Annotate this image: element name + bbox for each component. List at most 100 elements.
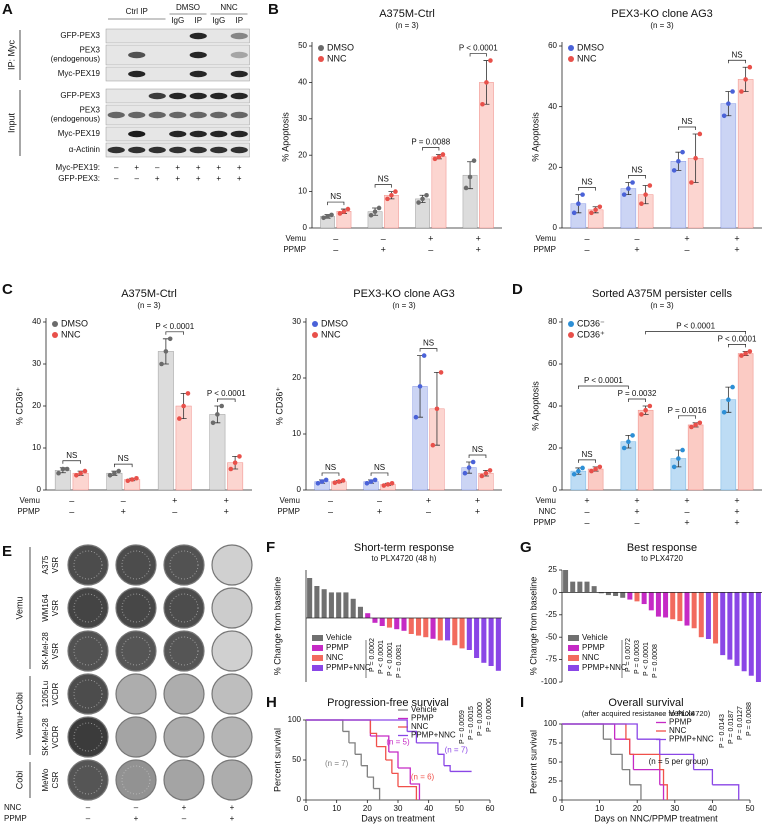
- data-point: [680, 149, 685, 155]
- legend-marker: [312, 321, 318, 327]
- legend-label: Vehicle: [326, 633, 352, 642]
- survival-step: [306, 719, 344, 732]
- condition-name: PPMP: [4, 814, 27, 823]
- condition-mark: +: [134, 163, 139, 172]
- y-tick-label: 75: [548, 738, 557, 747]
- data-point: [432, 156, 438, 162]
- comparison-label: NS: [374, 463, 385, 472]
- data-point: [462, 470, 468, 476]
- blot-section: IP: Myc: [6, 40, 16, 71]
- blot-row-label: GFP-PEX3: [60, 91, 100, 100]
- bar: [488, 618, 494, 666]
- data-point: [167, 336, 173, 342]
- p-value: P = 0.0127: [737, 706, 744, 740]
- data-point: [639, 412, 644, 417]
- condition-mark: –: [86, 814, 91, 823]
- comparison-label: NS: [330, 192, 341, 201]
- y-tick-label: 50: [548, 757, 557, 766]
- bar: [474, 618, 480, 658]
- data-point: [487, 468, 493, 473]
- y-tick-label: 20: [298, 150, 307, 159]
- chart-subtitle: (n = 3): [395, 21, 419, 30]
- data-point: [337, 211, 343, 216]
- x-tick-label: 50: [746, 804, 755, 813]
- data-point: [676, 456, 681, 461]
- colony-texture: [73, 679, 103, 709]
- blot-strip: [105, 44, 250, 66]
- cell-line-label: WM164: [41, 594, 50, 622]
- band: [107, 146, 125, 154]
- band: [189, 130, 207, 138]
- data-point: [630, 180, 635, 185]
- bar: [157, 351, 174, 491]
- band: [230, 70, 248, 78]
- bar: [720, 103, 737, 229]
- legend-marker: [568, 45, 574, 51]
- y-tick-label: 25: [548, 565, 557, 574]
- data-point: [376, 205, 382, 211]
- data-point: [385, 482, 391, 487]
- x-tick-label: 30: [394, 804, 403, 813]
- comparison-label: NS: [472, 445, 483, 454]
- data-point: [743, 351, 748, 356]
- condition-name: PPMP: [277, 507, 300, 516]
- bar: [350, 598, 356, 618]
- data-point: [643, 192, 648, 197]
- comparison-bracket: [321, 472, 340, 476]
- chart-title: PEX3-KO clone AG3: [611, 8, 713, 20]
- bar: [755, 592, 761, 682]
- data-point: [697, 131, 703, 137]
- comparison-bracket: [728, 59, 746, 64]
- bar: [452, 618, 458, 646]
- data-point: [74, 473, 79, 478]
- blot-row-label: Myc-PEX19: [58, 69, 101, 78]
- bar: [605, 592, 611, 596]
- condition-mark: –: [114, 163, 119, 172]
- legend-label: NNC: [327, 53, 347, 63]
- p-value: P = 0.0059: [459, 710, 466, 744]
- survival-step: [562, 723, 605, 740]
- survival-step: [391, 772, 399, 787]
- annotation: (n = 7): [445, 746, 469, 755]
- x-tick-label: 10: [595, 804, 604, 813]
- comparison-bracket: [165, 331, 184, 335]
- survival-step: [355, 753, 362, 766]
- y-tick-label: 10: [32, 443, 41, 452]
- cell-line-label: CSR: [51, 771, 60, 788]
- survival-step: [410, 783, 421, 800]
- y-tick-label: 0: [297, 485, 302, 494]
- colony-texture: [73, 765, 103, 795]
- data-point: [345, 206, 351, 212]
- y-tick-label: 30: [292, 317, 301, 326]
- condition-mark: –: [377, 495, 382, 505]
- data-point: [621, 445, 627, 451]
- band: [189, 70, 207, 78]
- data-point: [159, 361, 164, 367]
- cell-line-label: SK-Mel-28: [41, 718, 50, 756]
- y-axis-label: % Apoptosis: [530, 381, 540, 431]
- chart-subtitle: (n = 3): [650, 21, 674, 30]
- band: [230, 111, 248, 119]
- legend-swatch: [568, 665, 579, 671]
- comparison-label: P < 0.0001: [718, 335, 757, 344]
- p-value: P = 0.0002: [369, 638, 376, 672]
- data-point: [571, 210, 577, 216]
- condition-mark: +: [175, 174, 180, 183]
- legend-label: PPMP: [411, 714, 434, 723]
- condition-mark: –: [86, 803, 91, 812]
- comparison-label: P < 0.0001: [207, 389, 246, 398]
- comparison-bracket: [62, 460, 81, 464]
- survival-step: [712, 784, 740, 800]
- comparison-bracket: [374, 184, 392, 188]
- bar: [677, 592, 683, 622]
- condition-mark: –: [328, 495, 333, 505]
- survival-step: [659, 753, 695, 770]
- data-point: [416, 200, 421, 205]
- data-point: [597, 204, 603, 210]
- legend-swatch: [312, 635, 323, 641]
- condition-name: Vemu: [536, 234, 556, 243]
- colony-well: [211, 759, 253, 801]
- comparison-bracket: [469, 53, 487, 57]
- data-point: [571, 471, 577, 477]
- bar: [634, 592, 640, 602]
